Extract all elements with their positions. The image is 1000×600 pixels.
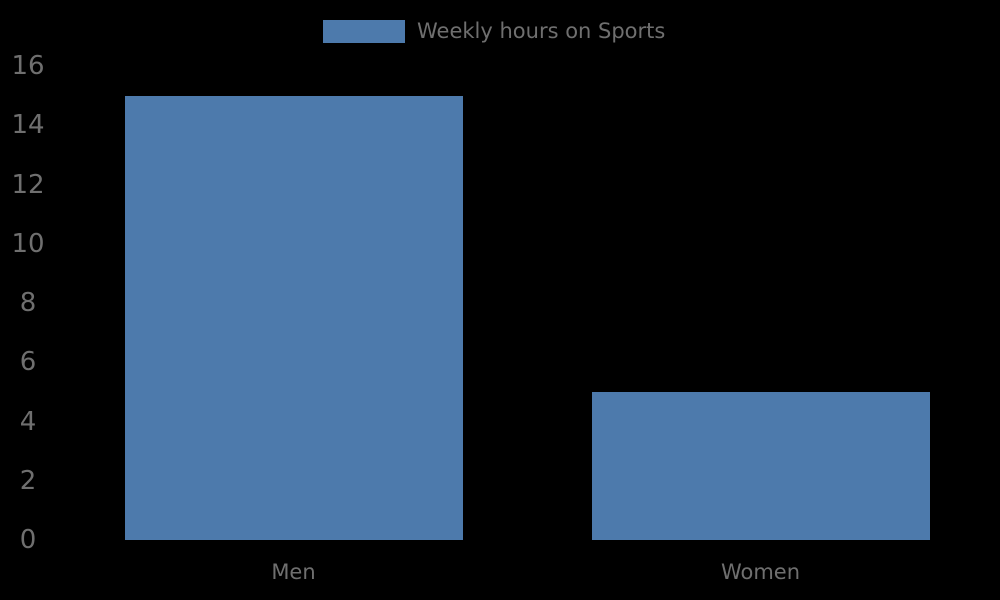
y-tick-label: 16	[11, 51, 45, 81]
x-category-label: Men	[271, 560, 316, 584]
legend-label: Weekly hours on Sports	[417, 19, 666, 43]
y-tick-label: 14	[11, 110, 45, 141]
y-tick-label: 2	[19, 465, 37, 496]
y-tick-label: 10	[11, 228, 45, 259]
y-tick-label: 4	[19, 406, 37, 437]
bar-women	[591, 391, 930, 540]
bar-men	[124, 95, 463, 540]
y-tick-label: 6	[19, 347, 37, 378]
y-tick-label: 0	[19, 525, 37, 555]
x-category-label: Women	[720, 560, 801, 584]
legend: Weekly hours on Sports	[323, 20, 665, 43]
y-tick-label: 12	[11, 169, 45, 200]
legend-swatch-icon	[323, 20, 405, 43]
y-tick-label: 8	[19, 288, 37, 318]
